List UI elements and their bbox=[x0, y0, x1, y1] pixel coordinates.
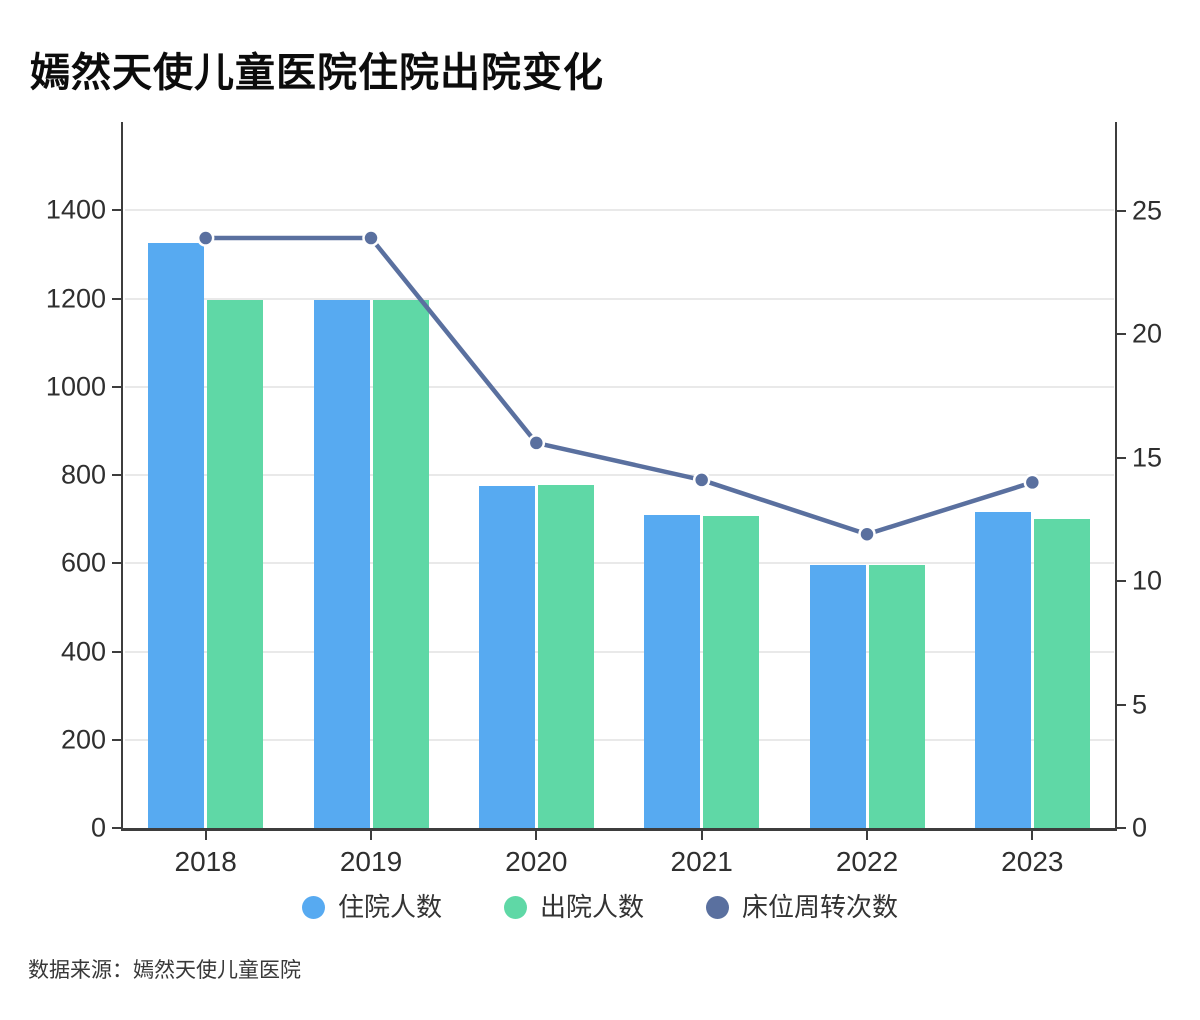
y-axis-left-tick-label: 400 bbox=[60, 636, 106, 666]
turnover-marker-2021 bbox=[692, 471, 711, 489]
legend-item-discharge[interactable]: 出院人数 bbox=[503, 892, 644, 922]
y-axis-right-tick-label: 15 bbox=[1132, 442, 1163, 473]
x-axis-line bbox=[121, 828, 1117, 831]
y-axis-left-tick bbox=[112, 827, 121, 829]
gridline bbox=[125, 562, 1114, 565]
x-axis-category-label: 2018 bbox=[174, 846, 237, 877]
discharge-bar-2020 bbox=[537, 484, 594, 828]
inpatient-bar-2019 bbox=[313, 300, 370, 828]
x-axis-category-label: 2021 bbox=[670, 846, 733, 877]
legend-swatch-discharge bbox=[503, 895, 527, 919]
y-axis-left-tick bbox=[112, 297, 121, 300]
discharge-bar-2022 bbox=[868, 564, 925, 828]
gridline bbox=[125, 297, 1114, 300]
y-axis-left-tick-label: 1000 bbox=[45, 371, 106, 402]
y-axis-right-tick-label: 10 bbox=[1132, 565, 1163, 596]
legend-swatch-turnover bbox=[706, 895, 729, 919]
y-axis-right-line bbox=[1115, 122, 1117, 831]
gridline bbox=[125, 385, 1114, 388]
y-axis-left-tick-label: 1200 bbox=[45, 283, 106, 313]
x-axis-tick bbox=[535, 831, 538, 840]
turnover-marker-2018 bbox=[196, 229, 215, 247]
y-axis-right-tick bbox=[1117, 456, 1126, 459]
turnover-marker-2020 bbox=[527, 434, 546, 452]
x-axis-tick bbox=[370, 831, 372, 840]
legend-label-inpatient: 住院人数 bbox=[337, 892, 442, 922]
inpatient-bar-2021 bbox=[644, 514, 701, 828]
legend-swatch-inpatient bbox=[301, 895, 325, 919]
x-axis-category-label: 2020 bbox=[505, 846, 568, 877]
x-axis-tick bbox=[1031, 831, 1034, 840]
y-axis-left-tick-label: 600 bbox=[60, 547, 106, 578]
y-axis-right-tick bbox=[1117, 703, 1126, 706]
legend-item-inpatient[interactable]: 住院人数 bbox=[301, 892, 442, 922]
legend-label-turnover: 床位周转次数 bbox=[742, 892, 899, 922]
y-axis-left-tick-label: 1400 bbox=[45, 194, 106, 225]
y-axis-left-tick bbox=[112, 209, 121, 212]
x-axis-tick bbox=[700, 831, 703, 840]
y-axis-right-tick-label: 20 bbox=[1132, 318, 1163, 349]
turnover-line bbox=[205, 235, 1034, 537]
inpatient-bar-2022 bbox=[809, 564, 866, 828]
y-axis-left-tick bbox=[112, 474, 121, 476]
y-axis-right-tick bbox=[1117, 827, 1126, 829]
gridline bbox=[125, 209, 1114, 212]
x-axis-category-label: 2023 bbox=[1001, 846, 1064, 877]
x-axis-category-label: 2019 bbox=[339, 846, 403, 877]
x-axis-tick bbox=[866, 831, 868, 840]
inpatient-bar-2023 bbox=[974, 512, 1031, 828]
turnover-line-layer bbox=[196, 229, 1042, 543]
gridline bbox=[125, 650, 1114, 653]
legend: 住院人数 出院人数 床位周转次数 bbox=[0, 894, 1200, 920]
legend-item-turnover[interactable]: 床位周转次数 bbox=[706, 894, 898, 920]
y-axis-left-tick bbox=[112, 650, 121, 653]
legend-label-discharge: 出院人数 bbox=[539, 892, 644, 922]
source-note: 数据来源：嫣然天使儿童医院 bbox=[28, 959, 301, 982]
gridline bbox=[125, 738, 1114, 741]
x-axis-tick bbox=[204, 831, 207, 840]
y-axis-right-tick-label: 0 bbox=[1132, 812, 1148, 843]
y-axis-right-tick bbox=[1117, 209, 1126, 212]
y-axis-left-tick bbox=[112, 385, 121, 388]
y-axis-left-tick bbox=[112, 562, 121, 565]
y-axis-left-tick-label: 200 bbox=[60, 724, 106, 755]
y-axis-right-tick bbox=[1117, 580, 1126, 583]
discharge-bar-2021 bbox=[703, 516, 760, 828]
discharge-bar-2018 bbox=[207, 300, 264, 828]
y-axis-right-tick bbox=[1117, 333, 1126, 336]
turnover-marker-2023 bbox=[1023, 473, 1042, 492]
y-axis-left-tick bbox=[112, 738, 121, 741]
y-axis-left-line bbox=[121, 122, 123, 831]
y-axis-right-tick-label: 25 bbox=[1132, 195, 1163, 226]
y-axis-right-tick-label: 5 bbox=[1132, 689, 1148, 720]
inpatient-bar-2018 bbox=[148, 243, 205, 828]
discharge-bar-2023 bbox=[1033, 518, 1090, 828]
y-axis-left-tick-label: 0 bbox=[90, 812, 106, 843]
x-axis-category-label: 2022 bbox=[835, 846, 899, 877]
chart-title: 嫣然天使儿童医院住院出院变化 bbox=[30, 51, 604, 95]
inpatient-bar-2020 bbox=[478, 485, 535, 828]
turnover-marker-2019 bbox=[362, 229, 380, 247]
turnover-marker-2022 bbox=[858, 525, 876, 543]
gridline bbox=[125, 474, 1114, 476]
y-axis-left-tick-label: 800 bbox=[60, 459, 106, 490]
discharge-bar-2019 bbox=[372, 300, 429, 828]
